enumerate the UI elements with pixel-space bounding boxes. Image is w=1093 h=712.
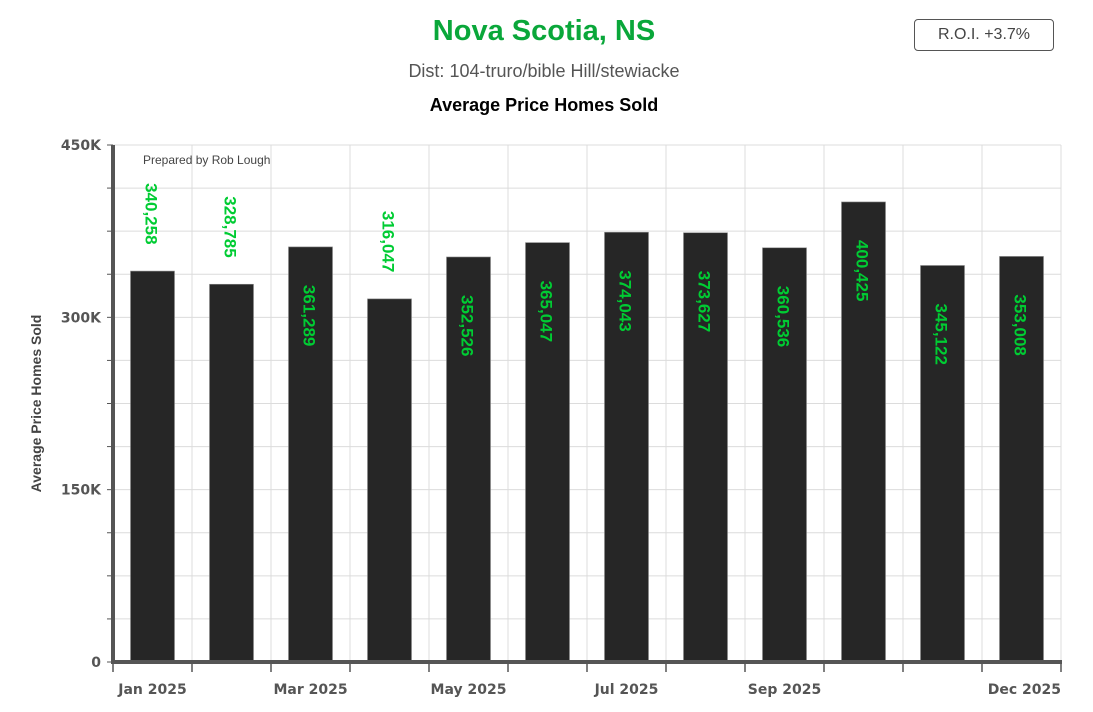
bar-aug-2025 xyxy=(683,232,728,663)
x-tick-label: Jan 2025 xyxy=(117,682,186,698)
bar-oct-2025 xyxy=(841,201,886,663)
data-label: 340,258 xyxy=(142,183,161,244)
roi-badge[interactable]: R.O.I. +3.7% xyxy=(914,19,1054,51)
data-label: 360,536 xyxy=(774,286,793,347)
data-label: 316,047 xyxy=(379,211,398,272)
page-subtitle: Dist: 104-truro/bible Hill/stewiacke xyxy=(408,61,680,81)
data-label: 373,627 xyxy=(695,271,714,332)
data-label: 361,289 xyxy=(300,285,319,346)
data-label: 345,122 xyxy=(932,303,951,364)
bar-jan-2025 xyxy=(130,270,175,663)
x-tick-label: May 2025 xyxy=(431,682,507,698)
data-label: 352,526 xyxy=(458,295,477,356)
y-tick-label: 0 xyxy=(91,655,101,671)
prepared-by-annotation: Prepared by Rob Lough xyxy=(143,153,270,167)
y-tick-label: 450K xyxy=(61,138,102,154)
data-label: 365,047 xyxy=(537,281,556,342)
x-tick-label: Jul 2025 xyxy=(594,682,659,698)
bar-nov-2025 xyxy=(920,265,965,663)
bar-feb-2025 xyxy=(209,283,254,663)
bar-apr-2025 xyxy=(367,298,412,663)
y-tick-label: 300K xyxy=(61,310,102,326)
data-label: 374,043 xyxy=(616,270,635,331)
page-title: Nova Scotia, NS xyxy=(432,15,656,47)
data-label: 328,785 xyxy=(221,196,240,257)
data-label: 353,008 xyxy=(1011,294,1030,355)
bar-jun-2025 xyxy=(525,242,570,663)
y-axis-title: Average Price Homes Sold xyxy=(28,315,44,493)
chart-title: Average Price Homes Sold xyxy=(429,95,659,115)
bar-may-2025 xyxy=(446,256,491,663)
bar-dec-2025 xyxy=(999,256,1044,663)
x-tick-label: Sep 2025 xyxy=(748,682,821,698)
y-tick-label: 150K xyxy=(61,483,102,499)
x-tick-label: Mar 2025 xyxy=(273,682,347,698)
x-tick-label: Dec 2025 xyxy=(988,682,1061,698)
bar-mar-2025 xyxy=(288,246,333,663)
bar-jul-2025 xyxy=(604,231,649,663)
data-label: 400,425 xyxy=(853,240,872,301)
bar-sep-2025 xyxy=(762,247,807,663)
